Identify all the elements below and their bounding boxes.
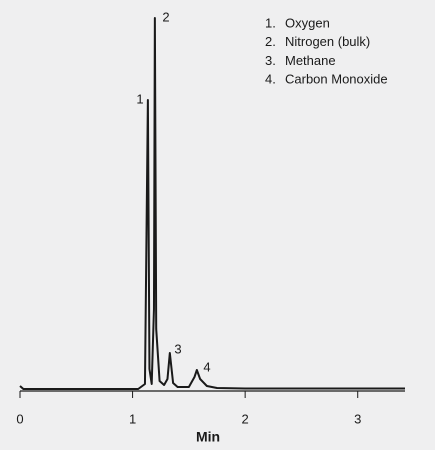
peak-label: 2: [162, 9, 169, 24]
chromatogram-trace: [19, 17, 405, 390]
legend-number: 3.: [265, 53, 276, 68]
legend-name: Methane: [285, 53, 336, 68]
peak-label: 4: [203, 359, 210, 374]
x-tick-label: 2: [242, 411, 249, 426]
x-tick-label: 0: [16, 411, 23, 426]
x-axis-label: Min: [196, 429, 220, 445]
x-tick-label: 3: [354, 411, 361, 426]
legend-number: 1.: [265, 15, 276, 30]
peak-label: 3: [174, 341, 181, 356]
legend-name: Oxygen: [285, 15, 330, 30]
legend-number: 2.: [265, 34, 276, 49]
x-tick-label: 1: [129, 411, 136, 426]
legend-name: Carbon Monoxide: [285, 72, 388, 87]
peak-label: 1: [136, 91, 143, 106]
legend-number: 4.: [265, 72, 276, 87]
legend-name: Nitrogen (bulk): [285, 34, 370, 49]
